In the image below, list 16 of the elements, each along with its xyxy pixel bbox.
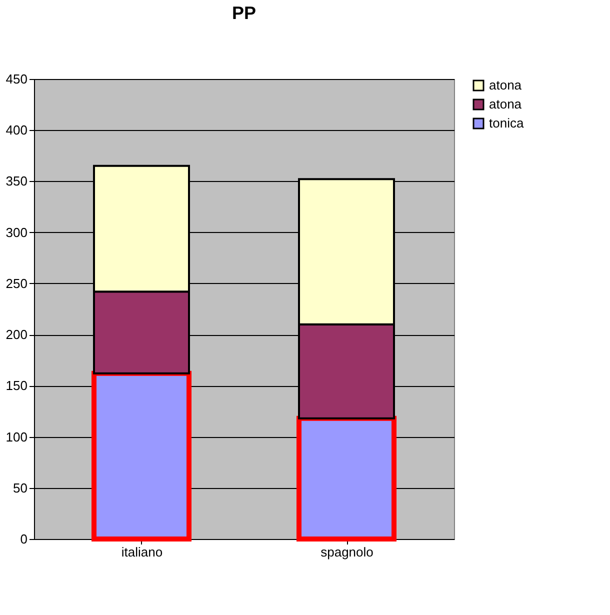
- y-tick-label: 200: [6, 327, 28, 342]
- legend-label: tonica: [489, 116, 524, 130]
- y-tick-label: 350: [6, 174, 28, 189]
- x-tick-label: spagnolo: [320, 544, 374, 560]
- y-tick-label: 450: [6, 72, 28, 86]
- x-tick-label: italiano: [121, 544, 163, 560]
- legend-label: atona: [489, 96, 522, 112]
- y-tick-label: 400: [6, 122, 28, 138]
- y-tick-label: 100: [6, 429, 28, 444]
- chart-title: PP: [232, 3, 256, 23]
- y-tick-label: 250: [6, 276, 28, 291]
- y-tick-label: 150: [6, 378, 28, 394]
- y-tick-label: 300: [6, 224, 28, 240]
- y-tick-label: 50: [13, 480, 28, 496]
- legend-label: atona: [489, 78, 522, 92]
- y-tick-label: 0: [20, 532, 28, 546]
